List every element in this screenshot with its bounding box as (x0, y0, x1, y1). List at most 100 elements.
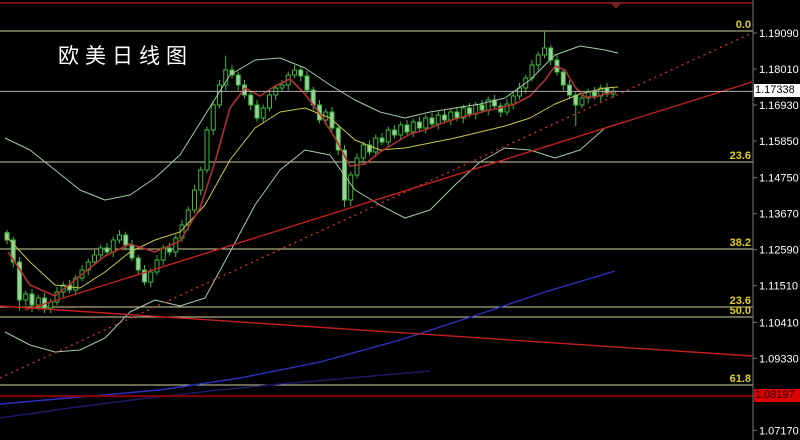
candle-body (373, 137, 379, 153)
candle-body (248, 94, 254, 106)
candle-body (417, 121, 422, 129)
axis-price-label: 1.10410 (759, 317, 799, 329)
candle-body (410, 121, 416, 133)
candle-body (560, 71, 566, 86)
candle-body (54, 291, 60, 303)
candle-body (548, 47, 554, 61)
candle-body (298, 69, 304, 77)
candle-body (167, 247, 172, 253)
candle-body (223, 69, 229, 86)
marked-price-badge: 1.08197 (754, 389, 800, 403)
candle-body (235, 74, 241, 86)
candle-body (267, 94, 272, 109)
axis-price-label: 1.18010 (759, 64, 799, 76)
candle-body (379, 137, 385, 143)
candle-body (154, 259, 160, 273)
candle-body (535, 54, 541, 66)
axis-price-label: 1.14750 (759, 173, 799, 185)
candle-body (517, 87, 522, 97)
candle-body (567, 84, 572, 96)
candle-body (442, 114, 447, 121)
fib-level-label: 0.0 (736, 19, 751, 31)
candle-body (592, 91, 597, 97)
fib-level-label: 23.6 (730, 150, 751, 162)
candle-body (17, 261, 22, 301)
axis-price-label: 1.19090 (759, 28, 799, 40)
fib-level-label: 50.0 (730, 305, 751, 317)
candle-body (254, 104, 260, 119)
axis-price-label: 1.11510 (759, 281, 798, 293)
candle-body (429, 117, 435, 125)
candle-body (504, 103, 510, 113)
candle-body (292, 69, 297, 76)
candle-body (204, 129, 210, 171)
trendline-ascending-solid (24, 81, 753, 311)
candle-body (354, 157, 360, 176)
candle-body (304, 75, 310, 91)
fib-level-label: 23.6 (730, 295, 751, 307)
axis-price-label: 1.15850 (759, 136, 799, 148)
chart-title: 欧美日线图 (58, 44, 193, 68)
candle-body (35, 297, 41, 306)
candle-body (435, 114, 441, 125)
ma-red-line (7, 65, 615, 297)
candle-body (367, 144, 372, 153)
candle-body (4, 232, 10, 241)
candle-body (110, 239, 116, 253)
candle-body (423, 117, 429, 129)
candle-body (360, 144, 366, 159)
candle-body (454, 111, 460, 119)
bollinger-lower-line (4, 123, 619, 353)
candle-body (392, 129, 397, 136)
candle-body (260, 107, 266, 119)
candle-body (117, 234, 122, 241)
candle-body (542, 47, 547, 56)
down-triangle-marker (610, 2, 622, 9)
candle-body (573, 94, 579, 106)
candle-body (123, 234, 129, 246)
candle-body (492, 99, 497, 107)
axis-price-label: 1.07170 (759, 425, 799, 437)
axis-price-label: 1.16930 (759, 100, 799, 112)
axis-price-label: 1.09330 (759, 353, 799, 365)
candle-body (398, 124, 404, 136)
candle-body (192, 189, 197, 211)
candle-body (579, 97, 585, 106)
bollinger-middle-line (4, 86, 619, 289)
candles (4, 31, 616, 314)
candle-body (385, 129, 391, 143)
fib-level-label: 61.8 (730, 373, 751, 385)
candle-body (148, 271, 154, 283)
candle-body (10, 239, 16, 263)
axis-price-label: 1.12590 (759, 245, 799, 257)
candle-body (198, 169, 204, 191)
candle-body (479, 104, 485, 111)
candle-body (98, 247, 104, 256)
candle-body (92, 254, 97, 263)
current-price-badge: 1.17338 (754, 84, 800, 98)
candle-body (173, 237, 179, 253)
candle-body (29, 293, 35, 306)
candle-body (348, 174, 354, 201)
candle-body (404, 124, 410, 133)
ma-blue-slow-line (0, 370, 431, 419)
candle-body (217, 84, 222, 106)
trendline-descending-solid (0, 305, 753, 357)
candle-body (73, 277, 79, 291)
candle-body (467, 107, 472, 115)
trendline-ascending-dotted (0, 32, 753, 379)
bollinger-upper-line (4, 45, 619, 201)
candle-body (23, 293, 29, 301)
candle-body (279, 84, 285, 89)
axis-price-label: 1.13670 (759, 209, 799, 221)
candle-body (185, 209, 191, 226)
fib-level-label: 38.2 (730, 237, 751, 249)
candle-body (460, 107, 466, 119)
ma-blue-line (0, 270, 616, 405)
candle-body (135, 257, 141, 271)
candle-body (104, 247, 110, 253)
candle-body (510, 95, 516, 105)
candle-body (448, 111, 454, 121)
